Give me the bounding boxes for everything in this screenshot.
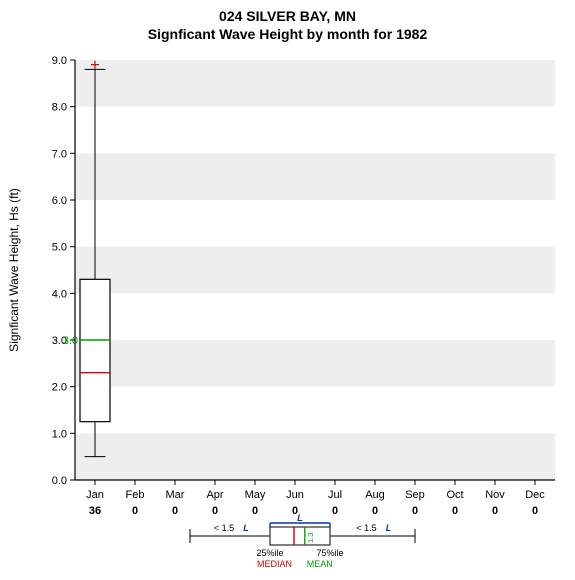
month-label: Jul: [328, 489, 342, 501]
month-count: 0: [492, 505, 498, 517]
legend-whisker-left-L: L: [243, 523, 249, 533]
legend-mean-label: MEAN: [307, 559, 333, 569]
y-axis-label: Signficant Wave Height, Hs (ft): [7, 188, 21, 352]
month-label: Oct: [446, 489, 463, 501]
month-count: 36: [89, 505, 101, 517]
ytick-label: 9.0: [52, 55, 67, 67]
month-label: Nov: [485, 489, 505, 501]
month-count: 0: [452, 505, 458, 517]
ytick-label: 5.0: [52, 242, 67, 254]
legend-median-label: MEDIAN: [257, 559, 292, 569]
boxplot-chart: 0.0 1.0 2.0 3.0 4.0 5.0 6.0 7.0 8.0 9.0 Signficant…: [0, 0, 575, 580]
mean-value-label: 3.0: [63, 335, 78, 347]
month-label: Apr: [206, 489, 223, 501]
ytick-label: 1.0: [52, 428, 67, 440]
month-count: 0: [212, 505, 218, 517]
ytick-label: 0.0: [52, 475, 67, 487]
month-label: Jun: [286, 489, 304, 501]
month-count: 0: [532, 505, 538, 517]
ytick-label: 4.0: [52, 288, 67, 300]
legend-25: 25%ile: [256, 548, 283, 558]
chart-title-line1: 024 SILVER BAY, MN: [0, 8, 575, 24]
month-count: 0: [332, 505, 338, 517]
month-count: 0: [172, 505, 178, 517]
month-label: Feb: [126, 489, 145, 501]
month-label: Aug: [365, 489, 385, 501]
legend-whisker-right-L: L: [386, 523, 392, 533]
month-label: Mar: [166, 489, 185, 501]
month-label: Sep: [405, 489, 425, 501]
legend-whisker-right: < 1.5: [356, 523, 376, 533]
month-label: Dec: [525, 489, 545, 501]
boxplot-box: [80, 279, 110, 421]
chart-title-line2: Signficant Wave Height by month for 1982: [0, 26, 575, 42]
chart-stage: 024 SILVER BAY, MN Signficant Wave Heigh…: [0, 0, 575, 580]
month-label: May: [245, 489, 266, 501]
ytick-label: 7.0: [52, 148, 67, 160]
month-label: Jan: [86, 489, 104, 501]
month-count: 0: [412, 505, 418, 517]
month-count: 0: [252, 505, 258, 517]
ytick-label: 2.0: [52, 382, 67, 394]
ytick-label: 8.0: [52, 102, 67, 114]
legend-L-top: L: [297, 513, 303, 523]
month-count: 0: [132, 505, 138, 517]
month-count: 0: [372, 505, 378, 517]
legend-mean-value: 1.3: [306, 533, 315, 543]
legend-75: 75%ile: [316, 548, 343, 558]
legend-whisker-left: < 1.5: [214, 523, 234, 533]
ytick-label: 6.0: [52, 195, 67, 207]
